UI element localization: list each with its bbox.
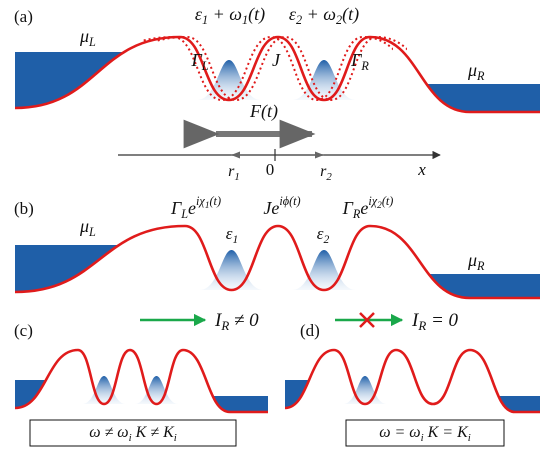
condition-label-part: i — [174, 432, 177, 444]
chemical-potential: μR — [467, 60, 485, 83]
coupling-label-part: Γ — [350, 50, 362, 70]
coupling-label: Jeiϕ(t) — [263, 194, 300, 218]
coupling-label: ΓLeiχ1(t) — [170, 194, 221, 221]
energy-label: ε1 — [226, 224, 238, 246]
coupling-label-part: iϕ(t) — [279, 194, 300, 208]
coupling-label-part: (t) — [209, 194, 221, 208]
axis-label: x — [417, 160, 426, 179]
chemical-potential: μR — [467, 250, 485, 273]
chemical-potential-part: μ — [467, 250, 477, 270]
coupling-label-part: Γ — [190, 50, 202, 70]
coupling-label-part: Je — [263, 198, 279, 218]
panel-label: (c) — [14, 321, 33, 340]
energy-label-part: + ω — [302, 4, 336, 24]
coupling-label-part: Γ — [170, 198, 182, 218]
condition-label-part: K ≠ K — [132, 424, 175, 441]
condition-label-part: ω = ω — [379, 424, 420, 441]
coupling-label: J — [272, 50, 281, 70]
coupling-label-part: J — [272, 50, 281, 70]
chemical-potential: μL — [79, 26, 96, 49]
chemical-potential-part: R — [476, 259, 485, 273]
energy-label: ε2 + ω2(t) — [289, 4, 359, 27]
axis-label: 0 — [266, 160, 275, 179]
force-label-part: F(t) — [249, 101, 278, 122]
energy-label-part: 1 — [232, 233, 238, 246]
coupling-label-part: Γ — [342, 198, 354, 218]
chemical-potential-part: R — [476, 69, 485, 83]
energy-label-part: 2 — [323, 233, 329, 246]
condition-label-part: K = K — [424, 424, 469, 441]
coupling-label-part: L — [180, 207, 188, 221]
energy-label-part: (t) — [248, 4, 265, 25]
current-label-part: R — [220, 318, 229, 333]
energy-label-part: + ω — [208, 4, 242, 24]
current-label-part: ≠ 0 — [229, 310, 259, 331]
chemical-potential-part: L — [88, 225, 96, 239]
current-label-part: = 0 — [426, 310, 458, 331]
figure: (a)ε1 + ω1(t)ε2 + ω2(t)μLΓLJΓRμRF(t)r10r… — [0, 0, 550, 449]
coupling-label-part: L — [201, 59, 209, 73]
chemical-potential-part: μ — [79, 26, 89, 46]
condition-label: ω ≠ ωi K ≠ Ki — [89, 424, 177, 444]
axis-label: r2 — [320, 163, 332, 183]
axis-label: r1 — [228, 163, 240, 183]
chemical-potential-part: L — [88, 35, 96, 49]
coupling-label-part: (t) — [382, 194, 394, 208]
potential-fill — [285, 350, 540, 424]
coupling-label: ΓReiχ2(t) — [342, 194, 394, 221]
chemical-potential-part: μ — [467, 60, 477, 80]
panel-label: (a) — [14, 7, 33, 26]
coupling-label-part: e — [360, 198, 368, 218]
chemical-potential: μL — [79, 216, 96, 239]
coupling-label-part: R — [360, 59, 369, 73]
force-label: F(t) — [249, 101, 278, 122]
panel-label: (d) — [300, 321, 320, 340]
current-label-part: R — [417, 318, 426, 333]
condition-label-part: ω ≠ ω — [89, 424, 128, 441]
chemical-potential-part: μ — [79, 216, 89, 236]
condition-label: ω = ωi K = Ki — [379, 424, 471, 444]
current-label: IR = 0 — [411, 310, 459, 333]
coupling-label-part: e — [188, 198, 196, 218]
axis-label-part: 2 — [326, 171, 332, 183]
panel-label: (b) — [14, 199, 34, 218]
energy-label: ε2 — [317, 224, 330, 246]
energy-label: ε1 + ω1(t) — [195, 4, 265, 27]
current-label: IR ≠ 0 — [214, 310, 259, 333]
energy-label-part: (t) — [342, 4, 359, 25]
condition-label-part: i — [468, 432, 471, 444]
axis-label-part: 1 — [234, 171, 239, 183]
